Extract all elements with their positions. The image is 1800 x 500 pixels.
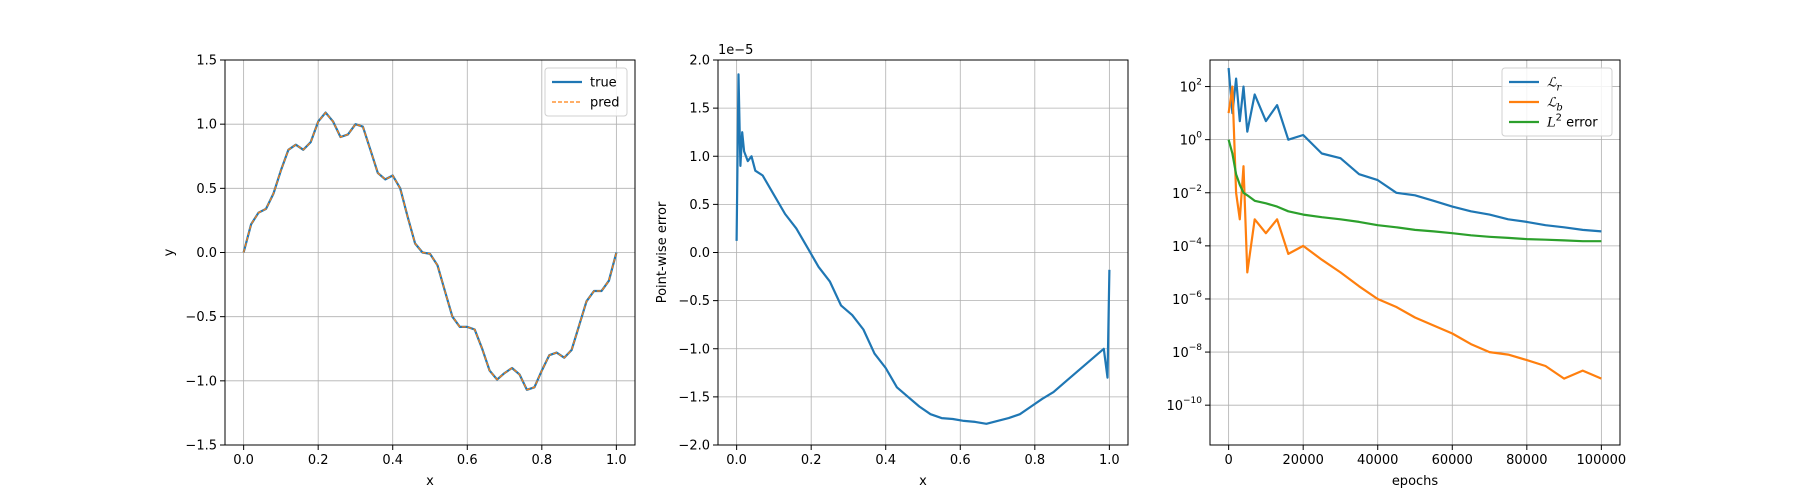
series-line-pred <box>243 111 617 391</box>
series-line-ℒ-r <box>1227 67 1602 233</box>
legend-label-main: ℒ <box>1547 96 1557 111</box>
y-axis-label: Point-wise error <box>655 201 670 303</box>
x-tick-label: 100000 <box>1577 453 1627 468</box>
legend-label: ℒr <box>1547 76 1562 94</box>
y-tick-label: 1.0 <box>196 118 217 133</box>
y-tick-label: −0.5 <box>185 310 217 325</box>
x-tick-label: 0 <box>1224 453 1232 468</box>
legend-label-sub: r <box>1556 83 1562 94</box>
legend-label-main: ℒ <box>1547 76 1557 91</box>
legend-label: L2 error <box>1546 113 1598 131</box>
x-tick-label: 0.8 <box>1024 453 1045 468</box>
series-line-L-sup2 <box>1227 139 1602 243</box>
x-tick-label: 0.0 <box>726 453 747 468</box>
x-tick-label: 0.8 <box>531 453 552 468</box>
legend-label: ℒb <box>1547 96 1563 114</box>
y-tick-label: −1.0 <box>185 374 217 389</box>
y-tick-base: 10 <box>1172 187 1189 202</box>
offset-text: 1e−5 <box>718 43 753 58</box>
x-tick-label: 80000 <box>1506 453 1547 468</box>
legend-label-sup: 2 <box>1556 113 1562 124</box>
y-tick-label: 100 <box>1180 131 1203 149</box>
y-tick-base: 10 <box>1166 399 1183 414</box>
y-tick-label: 10−6 <box>1172 290 1202 308</box>
x-tick-label: 0.2 <box>308 453 329 468</box>
series-line-error <box>735 73 1111 425</box>
y-tick-base: 10 <box>1180 81 1197 96</box>
y-tick-label: 1.5 <box>689 102 710 117</box>
y-tick-label: 10−10 <box>1166 396 1202 414</box>
x-tick-label: 0.0 <box>233 453 254 468</box>
x-tick-label: 0.4 <box>382 453 403 468</box>
legend-label-main: L <box>1546 116 1556 131</box>
x-tick-label: 1.0 <box>606 453 627 468</box>
y-tick-exponent: −6 <box>1189 290 1203 300</box>
x-tick-label: 0.2 <box>801 453 822 468</box>
y-tick-label: 10−2 <box>1172 184 1202 202</box>
y-tick-label: 1.5 <box>196 54 217 69</box>
plot-frame-3 <box>1209 59 1621 446</box>
y-tick-base: 10 <box>1172 346 1189 361</box>
y-tick-label: 102 <box>1180 78 1202 96</box>
y-tick-exponent: 0 <box>1196 131 1202 141</box>
legend-label-sub: b <box>1556 103 1562 114</box>
y-tick-label: 1.0 <box>689 150 710 165</box>
y-tick-exponent: −10 <box>1183 396 1202 406</box>
x-tick-label: 0.6 <box>457 453 478 468</box>
y-tick-label: −0.5 <box>678 294 710 309</box>
y-tick-exponent: −2 <box>1189 184 1202 194</box>
y-tick-label: −1.5 <box>678 390 710 405</box>
legend-box <box>544 67 628 117</box>
y-tick-label: 10−4 <box>1172 237 1202 255</box>
x-tick-label: 20000 <box>1283 453 1324 468</box>
series-line-true <box>242 111 618 391</box>
y-tick-label: 0.0 <box>689 246 710 261</box>
legend-label-suffix: error <box>1562 116 1598 131</box>
x-tick-label: 60000 <box>1432 453 1473 468</box>
plot-frame-2 <box>717 59 1129 446</box>
y-tick-exponent: −4 <box>1189 237 1203 247</box>
x-tick-label: 0.4 <box>875 453 896 468</box>
x-axis-label: x <box>426 474 434 489</box>
y-tick-label: 0.0 <box>196 246 217 261</box>
y-tick-label: −1.5 <box>185 439 217 454</box>
x-tick-label: 0.6 <box>950 453 971 468</box>
y-tick-base: 10 <box>1172 293 1189 308</box>
legend-label: pred <box>590 96 620 111</box>
y-tick-label: −1.0 <box>678 342 710 357</box>
legend-box <box>1501 67 1613 137</box>
plot-frame-1 <box>224 59 636 446</box>
series-line-ℒ-b <box>1227 85 1602 380</box>
y-tick-label: −2.0 <box>678 439 710 454</box>
y-tick-label: 0.5 <box>196 182 217 197</box>
x-tick-label: 1.0 <box>1099 453 1120 468</box>
x-axis-label: epochs <box>1392 474 1439 489</box>
y-tick-label: 10−8 <box>1172 343 1202 361</box>
y-tick-label: 2.0 <box>689 54 710 69</box>
legend-label: true <box>590 76 617 91</box>
y-tick-exponent: −8 <box>1189 343 1203 353</box>
y-tick-base: 10 <box>1172 240 1189 255</box>
x-axis-label: x <box>919 474 927 489</box>
x-tick-label: 40000 <box>1357 453 1398 468</box>
y-tick-label: 0.5 <box>689 198 710 213</box>
y-axis-label: y <box>162 248 177 256</box>
y-tick-base: 10 <box>1180 134 1197 149</box>
y-tick-exponent: 2 <box>1196 78 1202 88</box>
